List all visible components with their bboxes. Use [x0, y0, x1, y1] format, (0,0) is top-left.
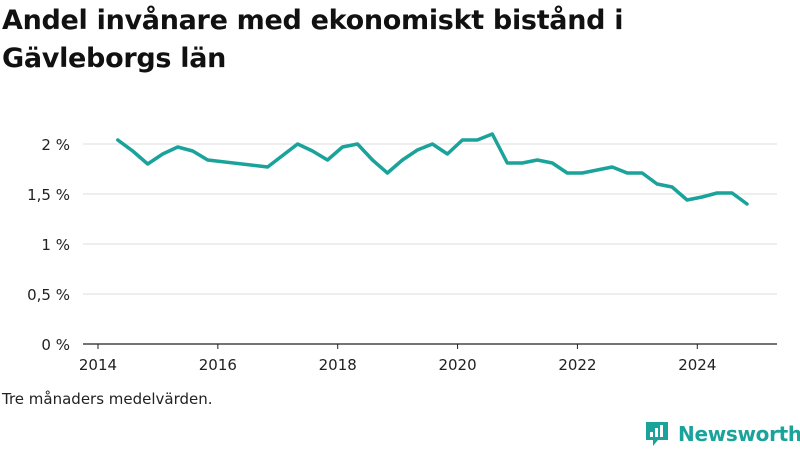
chart-title: Andel invånare med ekonomiskt bistånd i …: [2, 5, 624, 74]
brand-name: Newsworthy: [678, 422, 800, 446]
brand-logo[interactable]: Newsworthy: [644, 420, 800, 448]
x-tick-label: 2024: [678, 356, 716, 374]
series-lines: [116, 132, 749, 206]
series-line: [116, 132, 749, 206]
x-tick-label: 2016: [199, 356, 237, 374]
x-axis: 2014 2016 2018 2020 2022 2024: [79, 343, 777, 374]
gridlines: [83, 143, 777, 295]
x-tick-label: 2014: [79, 356, 117, 374]
bar-chart-logo-icon: [646, 422, 668, 446]
y-axis-tick-labels: 0 % 0,5 % 1 % 1,5 % 2 %: [27, 136, 70, 354]
y-tick-label: 0,5 %: [27, 286, 70, 304]
y-tick-label: 2 %: [41, 136, 70, 154]
y-tick-label: 1 %: [41, 236, 70, 254]
x-tick-label: 2020: [438, 356, 476, 374]
x-tick-label: 2022: [558, 356, 596, 374]
y-tick-label: 1,5 %: [27, 186, 70, 204]
y-tick-label: 0 %: [41, 336, 70, 354]
x-tick-label: 2018: [319, 356, 357, 374]
footnote: Tre månaders medelvärden.: [2, 390, 213, 408]
